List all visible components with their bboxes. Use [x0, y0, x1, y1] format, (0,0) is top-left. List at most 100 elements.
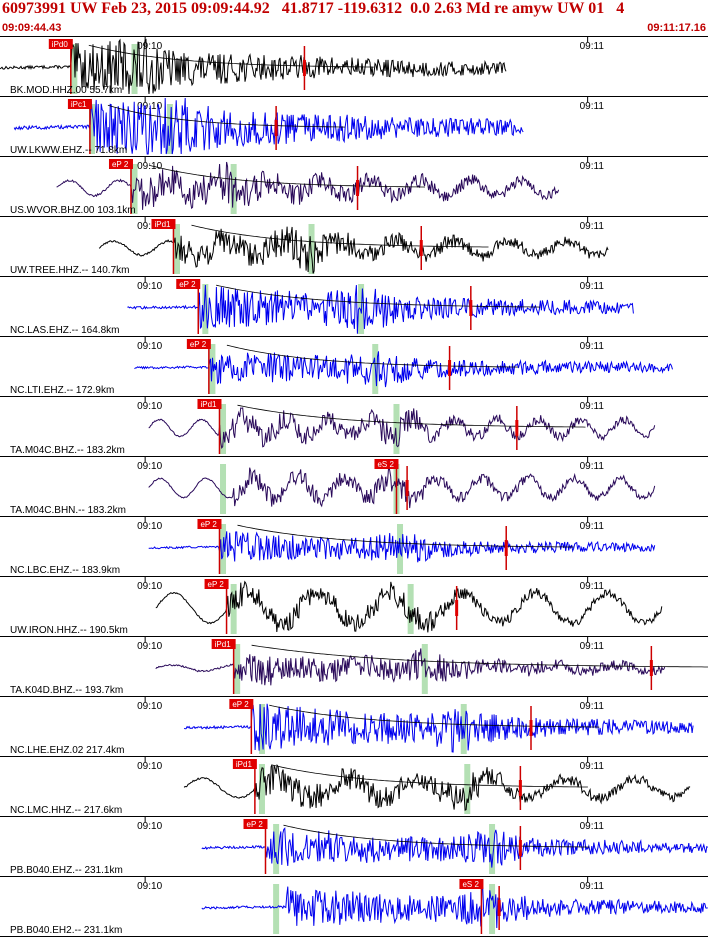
minute-tick-label: 09:11	[580, 281, 605, 292]
minute-tick-label: 09:11	[580, 41, 605, 52]
duration-end-tick	[448, 360, 452, 376]
minute-tick-label: 09:10	[137, 41, 162, 52]
pick-label: iPd1	[200, 400, 217, 409]
phase-window-band	[220, 404, 227, 454]
trace-row: 09:10 09:11 iPd1 TA.K04D.BHZ.-- 193.7km	[0, 636, 708, 696]
pick-label: iPd1	[215, 640, 232, 649]
pick-box	[48, 39, 73, 49]
station-label: NC.LMC.HHZ.-- 217.6km	[10, 805, 122, 816]
duration-end-tick	[302, 60, 306, 76]
minute-tick-label: 09:10	[137, 401, 162, 412]
waveform	[148, 407, 656, 450]
pick-box	[176, 279, 201, 289]
minute-tick-label: 09:11	[580, 641, 605, 652]
minute-tick-label: 09:11	[580, 761, 605, 772]
coda-decay-curve	[88, 44, 374, 68]
station-label: UW.TREE.HHZ.-- 140.7km	[10, 265, 129, 276]
station-label: TA.K04D.BHZ.-- 193.7km	[10, 685, 123, 696]
pick-label: eS 2	[377, 460, 394, 469]
minute-tick-label: 09:10	[137, 641, 162, 652]
trace-row: 09:10 09:11 iPd0 BK.MOD.HHZ.00 55.7km	[0, 36, 708, 96]
duration-end-tick	[356, 180, 360, 196]
pick-box	[67, 99, 92, 109]
minute-tick-label: 09:10	[137, 821, 162, 832]
station-label: TA.M04C.BHN.-- 183.2km	[10, 505, 126, 516]
minute-tick-label: 09:11	[580, 341, 605, 352]
pick-box	[197, 519, 222, 529]
station-label: NC.LAS.EHZ.-- 164.8km	[10, 325, 119, 336]
station-label: UW.LKWW.EHZ.-- 71.8km	[10, 145, 127, 156]
duration-end-tick	[518, 780, 522, 796]
waveform	[183, 703, 694, 753]
pick-label: iPd1	[236, 760, 253, 769]
pick-label: eP 2	[200, 520, 217, 529]
pick-box	[204, 579, 229, 589]
waveform	[155, 648, 666, 686]
pick-box	[459, 879, 484, 889]
phase-window-band	[421, 644, 428, 694]
waveform	[98, 226, 609, 274]
waveform	[201, 827, 708, 868]
station-label: BK.MOD.HHZ.00 55.7km	[10, 85, 122, 96]
trace-row: 09:10 09:11 eP 2 NC.LBC.EHZ.-- 183.9km	[0, 516, 708, 576]
coda-decay-curve	[269, 704, 600, 728]
minute-tick-label: 09:11	[580, 401, 605, 412]
minute-tick-label: 09:11	[580, 461, 605, 472]
coda-decay-curve	[226, 344, 518, 368]
pick-box	[186, 339, 211, 349]
duration-end-tick	[649, 660, 653, 676]
pick-label: eP 2	[112, 160, 129, 169]
phase-window-band	[258, 704, 265, 754]
minute-tick-label: 09:11	[580, 521, 605, 532]
coda-decay-curve	[107, 104, 345, 128]
trace-row: 09:10 09:11 eS 2 TA.M04C.BHN.-- 183.2km	[0, 456, 708, 516]
minute-tick-label: 09:11	[580, 701, 605, 712]
trace-row: 09:10 09:11 iPd1 NC.LMC.HHZ.-- 217.6km	[0, 756, 708, 816]
coda-decay-curve	[272, 764, 588, 788]
waveform	[148, 465, 656, 509]
pick-box	[243, 819, 268, 829]
phase-window-band	[131, 164, 138, 214]
duration-end-tick	[529, 720, 533, 736]
station-label: NC.LBC.EHZ.-- 183.9km	[10, 565, 120, 576]
minute-tick-label: 09:10	[137, 581, 162, 592]
pick-box	[374, 459, 399, 469]
station-label: US.WVOR.BHZ.00 103.1km	[10, 205, 136, 216]
pick-box	[232, 759, 257, 769]
phase-window-band	[273, 884, 280, 934]
duration-end-tick	[515, 420, 519, 436]
waveform	[155, 580, 663, 633]
station-label: PB.B040.EHZ.-- 231.1km	[10, 865, 123, 876]
minute-tick-label: 09:10	[137, 341, 162, 352]
event-title: 60973991 UW Feb 23, 2015 09:09:44.92 41.…	[2, 0, 625, 17]
pick-label: eP 2	[208, 580, 225, 589]
trace-row: 09:10 09:11 eP 2 US.WVOR.BHZ.00 103.1km	[0, 156, 708, 216]
phase-window-band	[166, 104, 173, 154]
phase-window-band	[234, 644, 241, 694]
window-end-time: 09:11:17.16	[647, 22, 706, 34]
phase-window-band	[89, 104, 96, 154]
waveform	[0, 38, 507, 95]
duration-end-tick	[518, 840, 522, 856]
phase-window-band	[308, 224, 315, 274]
coda-decay-curve	[251, 644, 708, 668]
phase-window-band	[464, 764, 471, 814]
waveform	[13, 97, 524, 155]
duration-end-tick	[274, 120, 278, 136]
pick-box	[211, 639, 236, 649]
pick-box	[151, 219, 176, 229]
trace-row: 09:10 09:11 eS 2 PB.B040.EH2.-- 231.1km	[0, 876, 708, 936]
minute-tick-label: 09:10	[137, 881, 162, 892]
trace-row: 09:10 09:11 eP 2 NC.LAS.EHZ.-- 164.8km	[0, 276, 708, 336]
station-label: TA.M04C.BHZ.-- 183.2km	[10, 445, 125, 456]
phase-window-band	[489, 824, 496, 874]
minute-tick-label: 09:11	[580, 821, 605, 832]
duration-end-tick	[469, 300, 473, 316]
waveform	[134, 351, 673, 388]
pick-label: eP 2	[247, 820, 264, 829]
minute-tick-label: 09:11	[580, 221, 605, 232]
trace-row: 09:10 09:11 iPd1 UW.TREE.HHZ.-- 140.7km	[0, 216, 708, 276]
phase-window-band	[273, 824, 280, 874]
phase-window-band	[230, 584, 237, 634]
pick-label: iPd1	[154, 220, 171, 229]
